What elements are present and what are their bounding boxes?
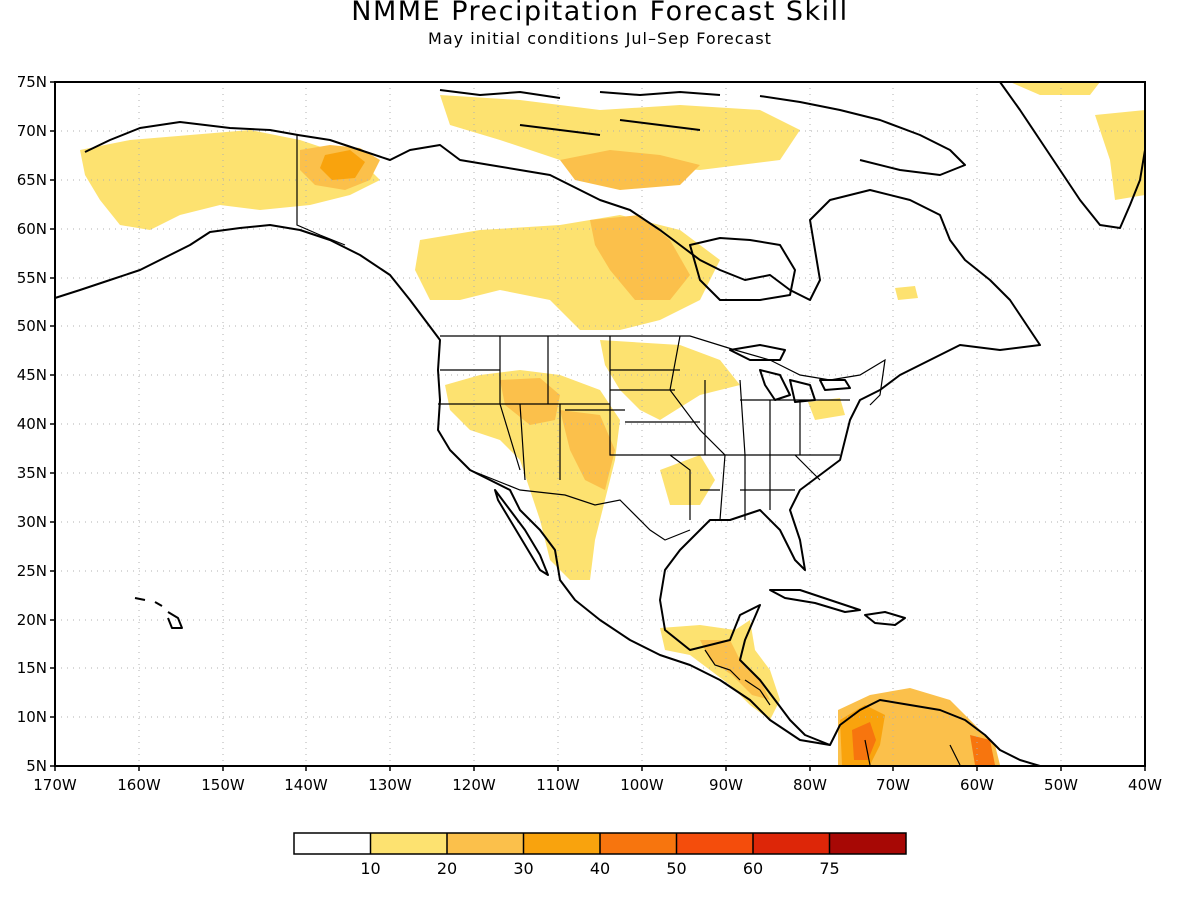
coastline-hudson-bay xyxy=(689,237,796,301)
lat-label: 55N xyxy=(17,269,47,287)
lat-label: 15N xyxy=(17,659,47,677)
colorbar-label: 30 xyxy=(513,859,533,878)
skill-area-hudson-west xyxy=(590,215,690,300)
lat-label: 5N xyxy=(26,757,47,775)
coastline-cuba xyxy=(769,589,861,613)
lon-label: 80W xyxy=(793,776,827,794)
colorbar-label: 10 xyxy=(360,859,380,878)
border-us-canada xyxy=(440,335,886,406)
political-borders xyxy=(296,135,961,766)
skill-area-guyana xyxy=(970,735,995,765)
colorbar-label: 75 xyxy=(819,859,839,878)
colorbar-swatch xyxy=(447,833,524,854)
skill-area-arctic-islands xyxy=(440,95,800,170)
lon-label: 120W xyxy=(452,776,496,794)
border-alaska-canada xyxy=(296,135,346,246)
skill-area-texas xyxy=(660,455,715,505)
lat-label: 40N xyxy=(17,415,47,433)
lat-label: 10N xyxy=(17,708,47,726)
coastline-greenland xyxy=(999,81,1146,229)
lat-label: 30N xyxy=(17,513,47,531)
skill-area-rockies xyxy=(500,378,560,425)
lon-label: 90W xyxy=(709,776,743,794)
colorbar-swatch xyxy=(753,833,830,854)
axis-ticks xyxy=(50,81,1146,771)
lat-label: 20N xyxy=(17,611,47,629)
colorbar-swatch xyxy=(294,833,371,854)
colorbar-swatch xyxy=(370,833,447,854)
skill-area-southwest xyxy=(560,410,615,490)
colorbar-label: 20 xyxy=(437,859,457,878)
map-subtitle: May initial conditions Jul–Sep Forecast xyxy=(428,29,772,48)
lat-label: 65N xyxy=(17,171,47,189)
lat-label: 45N xyxy=(17,366,47,384)
coastline-hispaniola xyxy=(864,611,906,626)
colorbar-swatch xyxy=(676,833,753,854)
lon-label: 70W xyxy=(876,776,910,794)
lat-label: 75N xyxy=(17,73,47,91)
skill-area-greenland xyxy=(1010,82,1145,200)
lon-label: 60W xyxy=(960,776,994,794)
lon-label: 100W xyxy=(620,776,664,794)
coastline-great-lakes xyxy=(729,344,851,403)
colorbar-swatch xyxy=(829,833,906,854)
lat-label: 25N xyxy=(17,562,47,580)
colorbar-swatch xyxy=(523,833,600,854)
lat-label: 35N xyxy=(17,464,47,482)
colorbar: 10 20 30 40 50 60 75 xyxy=(293,832,907,878)
skill-area-colombia-core xyxy=(852,722,876,760)
us-state-lines xyxy=(438,335,850,521)
border-us-mexico xyxy=(469,469,691,541)
graticule xyxy=(55,82,1145,766)
lon-label: 160W xyxy=(117,776,161,794)
colorbar-swatch xyxy=(600,833,677,854)
colorbar-label: 50 xyxy=(666,859,686,878)
latitude-labels: 75N 70N 65N 60N 55N 50N 45N 40N 35N 30N … xyxy=(17,73,47,775)
colorbar-label: 40 xyxy=(590,859,610,878)
colorbar-label: 60 xyxy=(743,859,763,878)
skill-area-northeast xyxy=(808,398,845,420)
coastline-west xyxy=(54,224,831,746)
coastline-hawaii xyxy=(134,597,183,629)
skill-shading xyxy=(80,82,1145,765)
lon-label: 130W xyxy=(368,776,412,794)
map-title: NMME Precipitation Forecast Skill xyxy=(351,0,849,27)
coastlines xyxy=(54,81,1146,767)
lon-label: 50W xyxy=(1044,776,1078,794)
lon-label: 140W xyxy=(284,776,328,794)
coastline-alaska xyxy=(84,121,1041,767)
coastline-arctic-islands xyxy=(439,89,966,176)
skill-area-central-america xyxy=(660,620,780,720)
lat-label: 60N xyxy=(17,220,47,238)
skill-area-plains xyxy=(600,340,740,420)
skill-area-labrador-spot xyxy=(895,286,918,300)
lon-label: 150W xyxy=(201,776,245,794)
lat-label: 50N xyxy=(17,317,47,335)
lat-label: 70N xyxy=(17,122,47,140)
longitude-labels: 170W 160W 150W 140W 130W 120W 110W 100W … xyxy=(33,776,1162,794)
lon-label: 110W xyxy=(536,776,580,794)
skill-area-yukon-core xyxy=(320,150,365,180)
lon-label: 40W xyxy=(1128,776,1162,794)
coastline-baja xyxy=(494,489,549,576)
lon-label: 170W xyxy=(33,776,77,794)
central-america-borders xyxy=(704,649,961,766)
